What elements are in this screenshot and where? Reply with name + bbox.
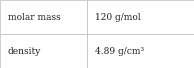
- Bar: [0, 34, 87, 68]
- Bar: [87, 0, 194, 34]
- Bar: [87, 34, 194, 68]
- Text: molar mass: molar mass: [8, 13, 61, 21]
- Text: 4.89 g/cm³: 4.89 g/cm³: [95, 47, 144, 55]
- Text: density: density: [8, 47, 41, 55]
- Text: 120 g/mol: 120 g/mol: [95, 13, 141, 21]
- Bar: [0, 0, 87, 34]
